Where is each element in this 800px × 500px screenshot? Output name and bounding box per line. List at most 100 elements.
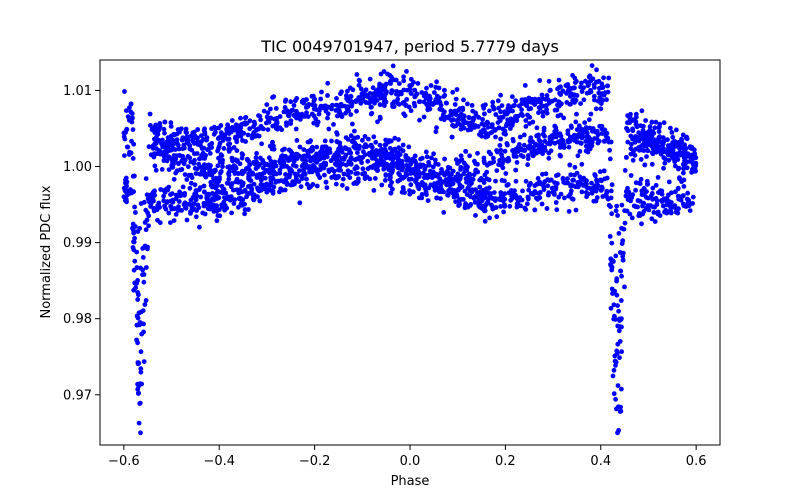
data-point	[174, 137, 180, 143]
data-point	[122, 198, 128, 203]
data-point	[548, 177, 554, 183]
data-point	[153, 122, 159, 128]
data-point	[579, 161, 585, 167]
data-point	[423, 90, 429, 96]
data-point	[311, 98, 317, 104]
data-point	[382, 142, 388, 148]
data-point	[195, 127, 201, 132]
data-point	[552, 97, 558, 103]
data-point	[218, 152, 224, 158]
data-point	[295, 111, 301, 117]
data-point	[257, 198, 263, 204]
data-point	[251, 159, 256, 165]
data-point	[518, 203, 523, 209]
data-point	[390, 104, 395, 109]
data-point	[361, 149, 366, 155]
data-point	[247, 171, 253, 177]
data-point	[438, 184, 443, 190]
data-point	[577, 174, 583, 180]
data-point	[546, 100, 552, 106]
data-point	[624, 126, 630, 132]
data-point	[471, 172, 477, 178]
data-point	[511, 152, 517, 157]
data-point	[141, 329, 147, 335]
data-point	[167, 142, 173, 148]
data-point	[479, 133, 484, 139]
data-point	[413, 172, 419, 178]
data-point	[183, 129, 189, 135]
data-point	[508, 197, 514, 203]
data-point	[652, 219, 658, 224]
data-point	[430, 164, 436, 170]
data-point	[193, 197, 199, 203]
data-point	[355, 134, 361, 140]
data-point	[594, 67, 599, 73]
data-point	[254, 175, 260, 180]
data-point	[305, 153, 311, 159]
data-point	[441, 189, 446, 195]
data-point	[486, 196, 492, 202]
data-point	[187, 185, 193, 191]
data-point	[668, 150, 674, 156]
data-point	[143, 227, 149, 233]
data-point	[152, 188, 157, 194]
data-point	[123, 180, 128, 186]
data-point	[326, 126, 332, 132]
data-point	[284, 164, 290, 169]
data-point	[480, 187, 486, 193]
data-point	[362, 170, 368, 176]
data-point	[157, 220, 163, 226]
data-point	[498, 92, 503, 98]
data-point	[641, 148, 647, 154]
data-point	[189, 205, 195, 211]
data-point	[199, 146, 205, 151]
data-point	[298, 184, 304, 190]
data-point	[396, 158, 402, 163]
data-point	[348, 169, 354, 175]
data-point	[326, 104, 331, 110]
data-point	[285, 156, 290, 162]
data-point	[161, 126, 167, 132]
data-point	[137, 381, 143, 387]
data-point	[526, 187, 532, 193]
data-point	[481, 155, 487, 161]
data-point	[618, 298, 624, 303]
data-point	[636, 130, 642, 136]
data-point	[138, 366, 144, 372]
data-point	[171, 176, 177, 182]
data-point	[317, 155, 323, 161]
data-point	[569, 196, 575, 202]
data-point	[558, 153, 563, 159]
data-point	[441, 210, 447, 215]
data-point	[137, 320, 143, 325]
data-point	[551, 189, 557, 195]
data-point	[613, 396, 618, 402]
data-point	[247, 162, 253, 168]
data-point	[171, 153, 177, 158]
data-point	[341, 156, 347, 162]
data-point	[480, 117, 485, 122]
data-point	[574, 78, 579, 84]
data-point	[511, 191, 516, 197]
data-point	[161, 198, 167, 204]
data-point	[571, 177, 576, 183]
data-point	[490, 99, 496, 105]
data-point	[467, 153, 472, 159]
data-point	[404, 69, 409, 74]
data-point	[350, 121, 355, 127]
data-point	[431, 151, 436, 157]
data-point	[609, 211, 615, 217]
data-point	[614, 278, 619, 284]
data-point	[439, 107, 445, 113]
data-point	[481, 127, 486, 133]
data-point	[649, 161, 655, 167]
data-point	[352, 128, 357, 134]
data-point	[566, 144, 572, 150]
data-point	[239, 171, 245, 177]
data-point	[232, 170, 238, 176]
data-point	[201, 200, 207, 206]
data-point	[140, 246, 146, 251]
data-point	[432, 157, 438, 163]
data-point	[560, 175, 566, 181]
data-point	[256, 186, 262, 192]
